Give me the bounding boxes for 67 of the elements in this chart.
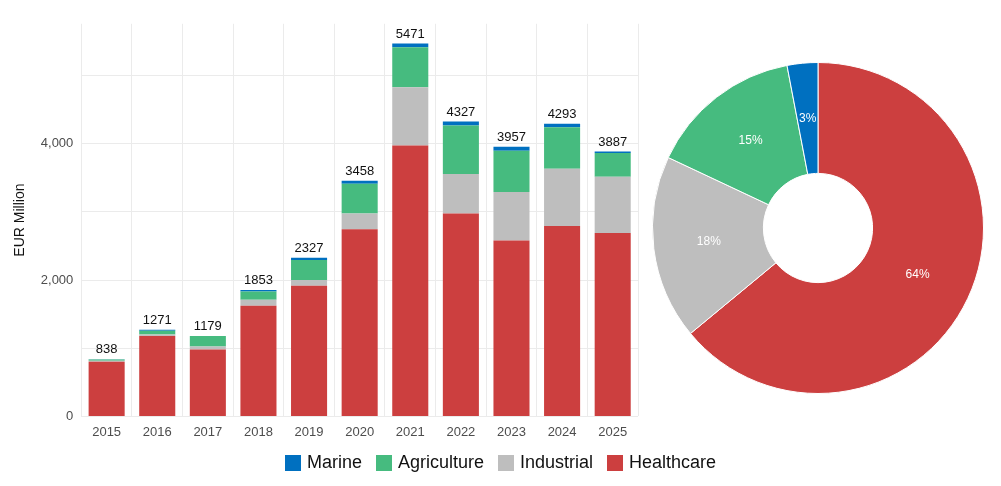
total-label: 838 bbox=[95, 341, 118, 357]
total-label: 1271 bbox=[142, 311, 172, 327]
bar bbox=[544, 226, 581, 416]
x-tick-label: 2025 bbox=[598, 423, 628, 439]
x-tick-label: 2016 bbox=[142, 423, 172, 439]
bar bbox=[544, 168, 581, 227]
bar bbox=[544, 127, 581, 169]
legend-label: Healthcare bbox=[629, 452, 717, 473]
y-tick-label: 0 bbox=[66, 407, 74, 423]
bar bbox=[240, 305, 277, 416]
x-tick-label: 2018 bbox=[243, 423, 273, 439]
y-axis-title: EUR Million bbox=[11, 183, 28, 257]
bar bbox=[341, 180, 378, 184]
data-label: 15% bbox=[738, 133, 763, 148]
total-label: 1179 bbox=[193, 318, 222, 334]
bar bbox=[493, 146, 530, 151]
bar bbox=[442, 125, 479, 175]
bar bbox=[88, 361, 125, 416]
bar bbox=[341, 183, 378, 214]
x-tick-label: 2019 bbox=[294, 423, 324, 439]
bar bbox=[341, 229, 378, 416]
total-label: 3458 bbox=[345, 162, 375, 178]
y-tick-label: 4,000 bbox=[40, 135, 74, 151]
bar bbox=[594, 176, 631, 233]
data-label: 18% bbox=[696, 234, 722, 249]
bar bbox=[189, 346, 226, 350]
bar bbox=[291, 279, 328, 286]
legend-label: Agriculture bbox=[397, 452, 484, 473]
bar bbox=[392, 145, 429, 416]
legend-label: Industrial bbox=[519, 452, 594, 473]
bar bbox=[392, 87, 429, 146]
bar bbox=[442, 174, 479, 214]
total-label: 5471 bbox=[395, 25, 425, 41]
bar bbox=[189, 336, 226, 347]
bar bbox=[493, 150, 530, 192]
bar bbox=[493, 191, 530, 241]
y-tick-label: 2,000 bbox=[40, 271, 74, 287]
x-tick-label: 2021 bbox=[395, 423, 425, 439]
bar bbox=[442, 213, 479, 416]
bar bbox=[139, 336, 176, 416]
x-tick-label: 2024 bbox=[547, 423, 577, 439]
bar bbox=[341, 213, 378, 230]
x-tick-label: 2020 bbox=[345, 423, 375, 439]
data-label: 3% bbox=[798, 110, 817, 125]
legend-label: Marine bbox=[306, 452, 362, 473]
bar bbox=[493, 240, 530, 416]
bar bbox=[240, 291, 277, 300]
bar bbox=[392, 47, 429, 88]
bar bbox=[189, 349, 226, 416]
x-tick-label: 2023 bbox=[497, 423, 526, 439]
total-label: 3957 bbox=[497, 128, 526, 144]
data-label: 64% bbox=[905, 267, 930, 282]
bar bbox=[291, 260, 328, 280]
bar bbox=[594, 153, 631, 177]
total-label: 4293 bbox=[547, 105, 577, 121]
x-tick-label: 2015 bbox=[92, 423, 122, 439]
x-tick-label: 2017 bbox=[193, 423, 223, 439]
bar bbox=[442, 121, 479, 126]
total-label: 4327 bbox=[446, 103, 476, 119]
x-tick-label: 2022 bbox=[446, 423, 476, 439]
total-label: 1853 bbox=[243, 272, 273, 288]
bar bbox=[291, 285, 328, 416]
bar bbox=[240, 299, 277, 306]
bar bbox=[392, 43, 429, 48]
total-label: 2327 bbox=[294, 239, 324, 255]
total-label: 3887 bbox=[598, 133, 628, 149]
bar bbox=[594, 232, 631, 416]
